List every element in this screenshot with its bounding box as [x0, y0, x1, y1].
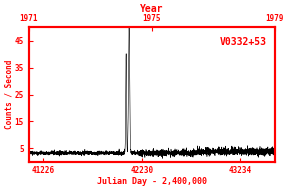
Y-axis label: Counts / Second: Counts / Second	[4, 60, 13, 129]
X-axis label: Julian Day - 2,400,000: Julian Day - 2,400,000	[97, 177, 206, 186]
X-axis label: Year: Year	[140, 4, 163, 14]
Text: V0332+53: V0332+53	[220, 37, 267, 47]
